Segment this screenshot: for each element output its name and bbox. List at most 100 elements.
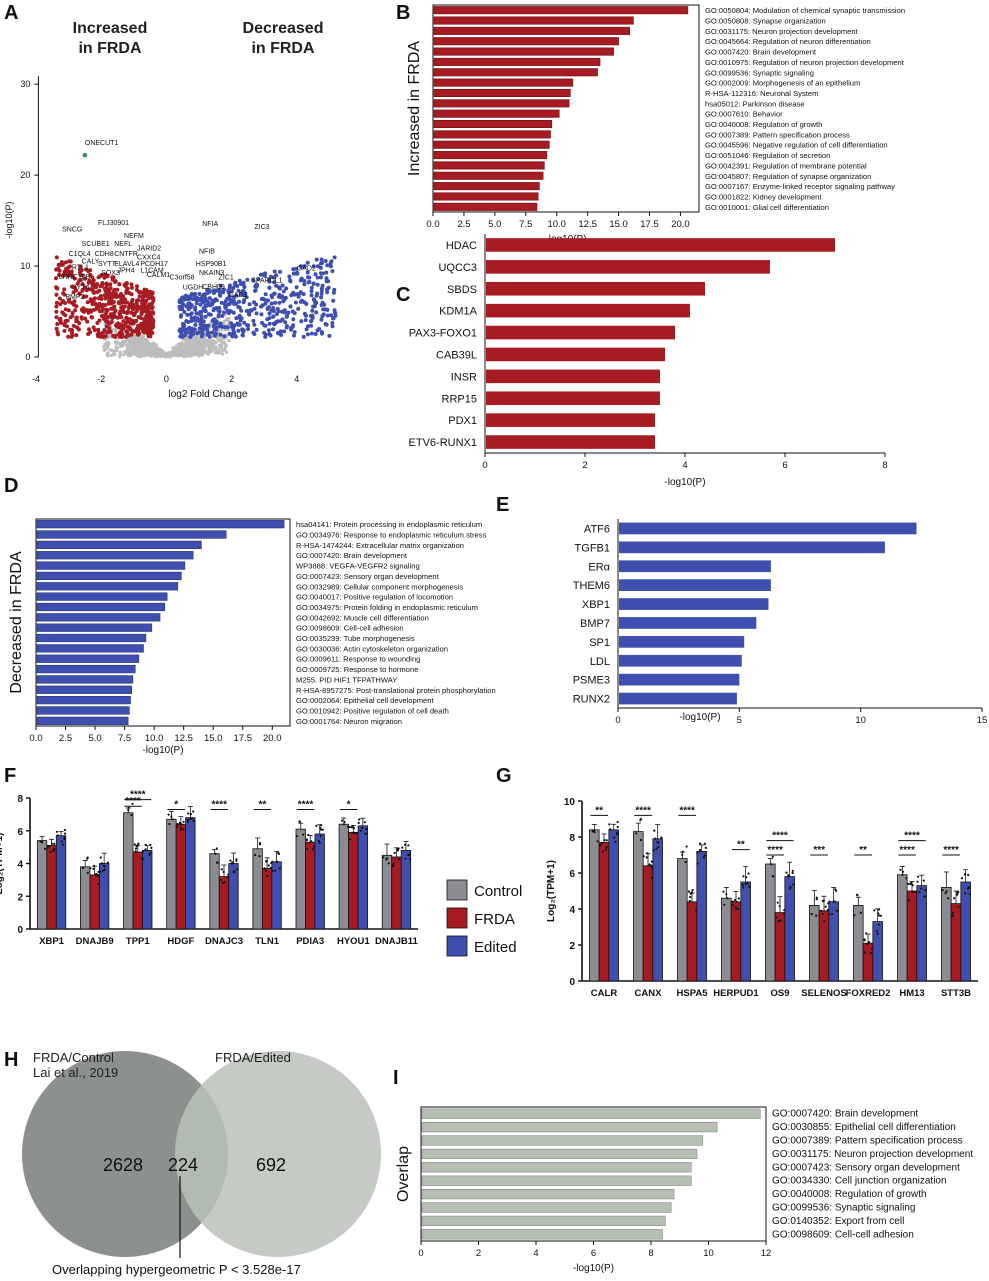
replicate-point: [48, 844, 51, 848]
point-decreased: [226, 302, 231, 307]
replicate-point: [600, 841, 603, 845]
replicate-point: [308, 841, 311, 844]
legend-label-control: Control: [474, 883, 522, 900]
replicate-point: [645, 856, 648, 859]
bar: [619, 654, 742, 667]
replicate-point: [946, 897, 950, 900]
replicate-point: [616, 831, 619, 834]
point-decreased: [305, 275, 310, 280]
point-nonsignificant: [204, 340, 208, 344]
point-increased: [128, 302, 133, 307]
point-decreased: [296, 306, 301, 311]
point-decreased: [193, 322, 198, 327]
point-increased: [86, 269, 91, 274]
replicate-point: [363, 821, 366, 824]
replicate-point: [396, 847, 399, 851]
replicate-point: [944, 892, 947, 895]
point-decreased: [225, 325, 230, 330]
replicate-point: [776, 901, 779, 904]
point-nonsignificant: [227, 339, 231, 343]
bar: [619, 635, 745, 648]
point-decreased: [315, 328, 320, 333]
point-decreased: [327, 333, 332, 338]
point-nonsignificant: [178, 348, 183, 352]
bar-frda: [598, 842, 610, 982]
point-nonsignificant: [214, 341, 218, 345]
replicate-point: [960, 877, 964, 880]
point-decreased: [244, 295, 249, 300]
x-axis-label: -log10(P): [664, 477, 705, 488]
point-decreased: [222, 310, 227, 315]
point-decreased: [304, 327, 309, 332]
bar: [36, 613, 161, 622]
bar: [36, 602, 166, 612]
replicate-point: [134, 850, 137, 854]
bar: [433, 119, 553, 129]
point-nonsignificant: [176, 342, 180, 346]
panel-f-grouped-bar: 0 2 4 6 8 Log₂(TPM+1) XBP1 DNAJB9 TPP1 HDGF DNAJC3…: [0, 790, 419, 947]
x-tick-label: 0: [482, 460, 487, 471]
replicate-point: [907, 882, 910, 885]
point-decreased: [329, 313, 334, 318]
replicate-point: [691, 889, 694, 892]
point-nonsignificant: [216, 338, 220, 342]
point-decreased: [325, 263, 330, 268]
replicate-point: [855, 893, 859, 896]
point-decreased: [207, 296, 212, 301]
replicate-point: [742, 886, 745, 889]
x-tick-label: 12.5: [578, 219, 597, 230]
category-label: GO:0035239: Tube morphogenesis: [296, 634, 415, 643]
replicate-point: [168, 822, 171, 826]
replicate-point: [232, 871, 236, 874]
point-nonsignificant: [128, 342, 132, 346]
category-label: GO:0007420: Brain development: [296, 551, 408, 560]
replicate-point: [141, 850, 145, 853]
replicate-point: [192, 810, 195, 813]
category-label: HDAC: [446, 240, 477, 252]
point-decreased: [309, 293, 314, 298]
point-nonsignificant: [224, 350, 229, 354]
point-decreased: [236, 328, 241, 333]
point-decreased: [217, 305, 222, 310]
category-label: ETV6-RUNX1: [409, 437, 477, 449]
replicate-point: [792, 883, 795, 886]
bar: [486, 303, 690, 318]
category-label: GO:0034976: Response to endoplasmic reti…: [296, 531, 487, 540]
category-label: DNAJB11: [375, 936, 418, 947]
category-label: DNAJB9: [76, 936, 114, 947]
point-decreased: [203, 303, 208, 308]
y-axis-label: Increased in FRDA: [406, 41, 423, 176]
y-tick-label: 6: [569, 869, 575, 880]
replicate-point: [863, 951, 866, 954]
replicate-point: [275, 860, 278, 863]
panel-a-volcano: 0 10 20 30 -log10(P) -4 -2 0 2 4 log2 Fold Change I…: [4, 20, 338, 400]
point-decreased: [272, 322, 277, 327]
point-decreased: [240, 333, 245, 337]
point-decreased: [307, 280, 312, 284]
x-tick-label: 0: [164, 374, 169, 384]
replicate-point: [176, 822, 179, 826]
replicate-point: [735, 908, 738, 911]
point-nonsignificant: [109, 353, 113, 358]
point-increased: [139, 310, 144, 315]
point-decreased: [200, 294, 205, 299]
point-increased: [79, 307, 84, 312]
replicate-point: [351, 825, 354, 828]
point-decreased: [314, 310, 319, 315]
x-tick-label: 0.0: [426, 219, 439, 230]
point-decreased: [330, 324, 335, 329]
replicate-point: [103, 868, 106, 871]
replicate-point: [742, 875, 745, 878]
point-decreased: [291, 317, 296, 322]
point-increased: [149, 295, 154, 300]
category-label: FOXRED2: [846, 988, 891, 999]
replicate-point: [310, 840, 313, 843]
point-decreased: [323, 322, 328, 326]
point-increased: [145, 322, 150, 326]
gene-label: LRRC10B: [59, 274, 91, 281]
bar-control: [123, 812, 134, 930]
replicate-point: [271, 860, 274, 863]
point-nonsignificant: [213, 346, 217, 350]
point-nonsignificant: [184, 348, 188, 352]
replicate-point: [744, 882, 747, 886]
